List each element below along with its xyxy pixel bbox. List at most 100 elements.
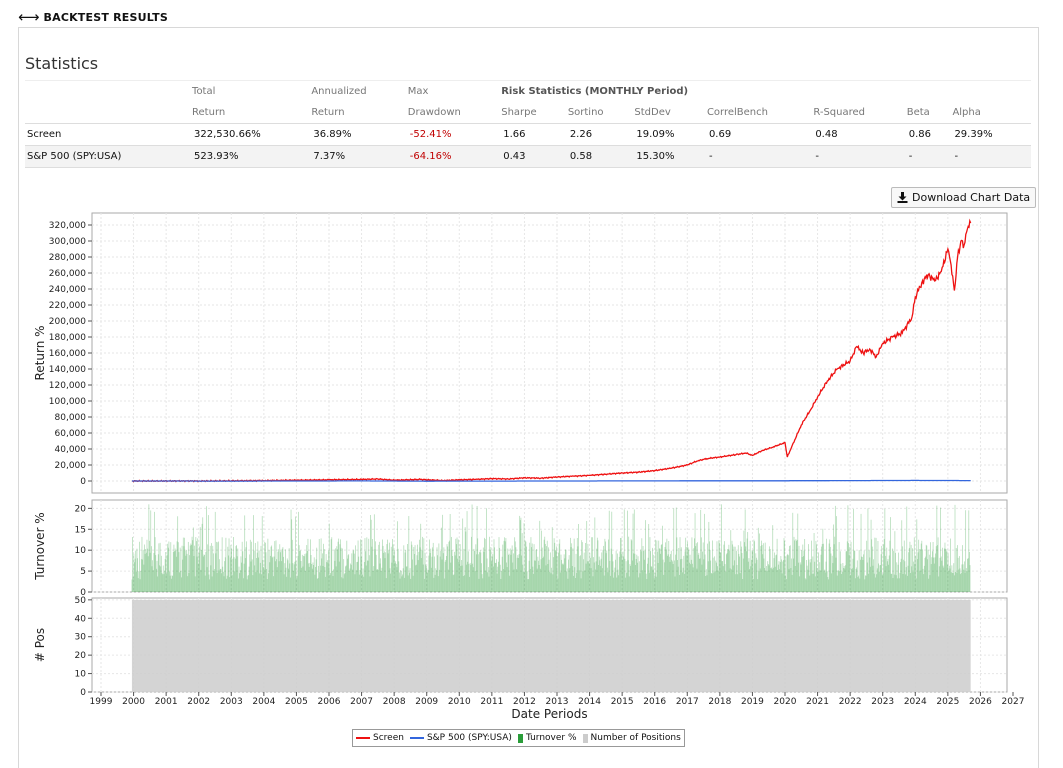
x-tick-label: 2007 [350, 697, 373, 707]
legend-item-turnover[interactable]: Turnover % [517, 733, 577, 743]
positions-panel-ytick-label: 20 [75, 651, 87, 661]
cell: 0.43 [501, 145, 568, 168]
return-panel-ytick-label: 80,000 [55, 413, 87, 423]
x-tick-label: 2020 [774, 697, 797, 707]
x-tick-label: 2019 [741, 697, 764, 707]
return-panel-ytick-label: 320,000 [49, 221, 86, 231]
return-panel-ytick-label: 220,000 [49, 301, 86, 311]
cell: - [813, 145, 907, 168]
table-row: S&P 500 (SPY:USA) 523.93% 7.37% -64.16% … [25, 145, 1031, 168]
turnover-panel-frame [91, 499, 1008, 593]
return-panel-ylabel: Return % [33, 325, 47, 380]
row-label: Screen [25, 123, 193, 146]
return-panel-ytick-label: 20,000 [55, 461, 87, 471]
legend-swatch [582, 733, 588, 743]
col-header: Drawdown [407, 107, 461, 118]
page-title: BACKTEST RESULTS [43, 10, 168, 24]
x-tick-label: 2012 [513, 697, 536, 707]
positions-panel-ylabel: # Pos [33, 628, 47, 662]
x-tick-label: 2005 [285, 697, 308, 707]
chart-legend: Screen S&P 500 (SPY:USA) Turnover % Numb… [352, 729, 685, 747]
cell: -64.16% [407, 145, 502, 168]
return-panel-ytick-label: 280,000 [49, 253, 86, 263]
col-header: Beta [906, 107, 930, 118]
col-header-total: Total [192, 80, 312, 102]
return-panel-ytick-label: 60,000 [55, 429, 87, 439]
return-panel-ytick-label: 140,000 [49, 365, 86, 375]
col-header-annualized: Annualized [311, 80, 408, 102]
positions-panel-ytick-label: 0 [80, 688, 86, 698]
x-tick-label: 2025 [936, 697, 959, 707]
cell: -52.41% [407, 123, 502, 146]
cell: 7.37% [311, 145, 408, 168]
statistics-title: Statistics [25, 54, 99, 73]
return-panel-ytick-label: 160,000 [49, 349, 86, 359]
return-panel-ytick-label: 40,000 [55, 445, 87, 455]
x-axis-label: Date Periods [511, 707, 587, 721]
x-tick-label: 2015 [611, 697, 634, 707]
positions-panel-ytick-label: 10 [75, 670, 87, 680]
cell: 0.58 [567, 145, 635, 168]
positions-panel-ytick-label: 40 [75, 614, 87, 624]
return-panel-ytick-label: 0 [80, 477, 86, 487]
x-tick-label: 2002 [187, 697, 210, 707]
positions-panel-ytick-label: 50 [75, 596, 87, 606]
turnover-panel-ytick-label: 0 [80, 588, 86, 598]
legend-item-benchmark[interactable]: S&P 500 (SPY:USA) [409, 733, 512, 743]
x-tick-label: 2003 [220, 697, 243, 707]
legend-label: Turnover % [525, 733, 577, 743]
cell: 322,530.66% [192, 123, 312, 146]
back-arrow-icon[interactable]: ⟷ [18, 7, 40, 26]
legend-swatch [409, 737, 424, 739]
col-header: Sortino [567, 107, 604, 118]
table-row: Screen 322,530.66% 36.89% -52.41% 1.66 2… [25, 123, 1031, 146]
statistics-table: Total Annualized Max Risk Statistics (MO… [25, 80, 1031, 168]
return-panel-ytick-label: 260,000 [49, 269, 86, 279]
legend-swatch [517, 733, 523, 743]
x-tick-label: 2027 [1002, 697, 1025, 707]
legend-label: Number of Positions [590, 733, 681, 743]
return-panel-ytick-label: 180,000 [49, 333, 86, 343]
turnover-panel-ytick-label: 5 [80, 567, 86, 577]
x-tick-label: 2017 [676, 697, 699, 707]
col-header: Sharpe [501, 107, 537, 118]
return-panel-ytick-label: 100,000 [49, 397, 86, 407]
x-tick-label: 2010 [448, 697, 471, 707]
cell: 1.66 [501, 123, 568, 146]
col-header: Return [311, 107, 345, 118]
x-tick-label: 2001 [155, 697, 178, 707]
legend-item-screen[interactable]: Screen [356, 733, 404, 743]
cell: 523.93% [192, 145, 312, 168]
col-header: Return [192, 107, 226, 118]
cell: 19.09% [634, 123, 707, 146]
page-header: ⟷ BACKTEST RESULTS [18, 8, 168, 26]
positions-panel-ytick-label: 30 [75, 633, 87, 643]
download-button-label: Download Chart Data [912, 191, 1031, 204]
x-tick-label: 2011 [480, 697, 503, 707]
return-panel-ytick-label: 300,000 [49, 237, 86, 247]
x-tick-label: 2016 [643, 697, 666, 707]
legend-item-positions[interactable]: Number of Positions [582, 733, 681, 743]
col-header: R-Squared [813, 107, 866, 118]
col-header: CorrelBench [706, 107, 768, 118]
return-panel-ytick-label: 240,000 [49, 285, 86, 295]
turnover-panel-ytick-label: 10 [75, 546, 87, 556]
cell: 2.26 [567, 123, 635, 146]
x-tick-label: 2000 [122, 697, 145, 707]
x-tick-label: 1999 [90, 697, 113, 707]
risk-statistics-header: Risk Statistics (MONTHLY Period) [501, 80, 1031, 102]
x-tick-label: 2026 [969, 697, 992, 707]
turnover-panel-ytick-label: 15 [75, 525, 86, 535]
x-tick-label: 2006 [318, 697, 341, 707]
download-chart-data-button[interactable]: Download Chart Data [891, 187, 1037, 208]
x-tick-label: 2013 [546, 697, 569, 707]
cell: 29.39% [952, 123, 1031, 146]
positions-area [131, 599, 971, 692]
x-tick-label: 2022 [839, 697, 862, 707]
return-panel-ytick-label: 200,000 [49, 317, 86, 327]
cell: - [952, 145, 1031, 168]
col-header-max: Max [407, 80, 502, 102]
download-icon [897, 192, 908, 203]
x-tick-label: 2024 [904, 697, 927, 707]
turnover-panel-ylabel: Turnover % [33, 512, 47, 580]
